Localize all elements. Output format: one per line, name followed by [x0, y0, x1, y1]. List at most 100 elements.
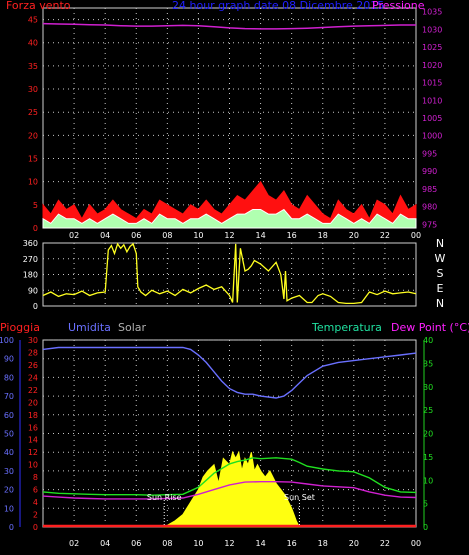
- x-tick-label: 12: [224, 539, 234, 548]
- rain-axis-title: Pioggia: [0, 321, 40, 334]
- solar-tick-label: 28: [28, 348, 38, 357]
- humidity-tick-label: 10: [4, 504, 14, 513]
- solar-tick-label: 10: [28, 461, 38, 470]
- direction-tick-label: 360: [23, 239, 38, 248]
- solar-tick-label: 26: [28, 361, 38, 370]
- pressure-tick-label: 1035: [422, 8, 442, 17]
- solar-tick-label: 18: [28, 411, 38, 420]
- solar-tick-label: 24: [28, 373, 38, 382]
- x-tick-label: 16: [287, 539, 297, 548]
- temperature-tick-label: 0: [423, 523, 428, 532]
- x-tick-label: 06: [131, 231, 141, 240]
- x-tick-label: 04: [100, 231, 110, 240]
- solar-axis-title: Solar: [118, 321, 147, 334]
- x-tick-label: 12: [224, 231, 234, 240]
- direction-series: [42, 242, 417, 305]
- sun-annotations: Sun Rise Sun Set: [147, 493, 315, 527]
- x-tick-label: 06: [131, 539, 141, 548]
- x-tick-label: 14: [255, 539, 265, 548]
- pressure-tick-label: 1005: [422, 114, 442, 123]
- humidity-tick-label: 80: [4, 373, 14, 382]
- temperature-axis-ticks: 0 5 10 15 20 25 30 35 40: [423, 336, 433, 532]
- pressure-axis-title: Pressione: [372, 0, 425, 12]
- wind-axis-ticks: 0 5 10 15 20 25 30 35 40 45: [28, 16, 38, 233]
- wind-tick-label: 0: [33, 224, 38, 233]
- solar-tick-label: 4: [33, 498, 38, 507]
- solar-tick-label: 14: [28, 436, 38, 445]
- direction-tick-label: 0: [33, 302, 38, 311]
- x-tick-label: 00: [411, 231, 421, 240]
- temperature-tick-label: 30: [423, 383, 433, 392]
- wind-tick-label: 40: [28, 39, 38, 48]
- solar-tick-label: 12: [28, 448, 38, 457]
- pressure-tick-label: 975: [422, 220, 437, 229]
- pressure-tick-label: 990: [422, 167, 437, 176]
- pressure-tick-label: 1010: [422, 96, 442, 105]
- humidity-tick-label: 0: [9, 523, 14, 532]
- solar-series: [162, 450, 301, 528]
- direction-tick-label: 180: [23, 271, 38, 280]
- humidity-tick-label: 100: [0, 336, 14, 345]
- wind-tick-label: 10: [28, 178, 38, 187]
- solar-tick-label: 16: [28, 423, 38, 432]
- dewpoint-series: [42, 481, 417, 500]
- x-tick-label: 10: [193, 539, 203, 548]
- humidity-tick-label: 30: [4, 467, 14, 476]
- pressure-tick-label: 1015: [422, 79, 442, 88]
- x-tick-label: 20: [349, 539, 359, 548]
- x-tick-label: 04: [100, 539, 110, 548]
- compass-label: E: [437, 282, 444, 295]
- wind-tick-label: 25: [28, 108, 38, 117]
- pressure-series: [42, 22, 416, 30]
- x-tick-label: 18: [318, 539, 328, 548]
- wind-tick-label: 45: [28, 16, 38, 25]
- humidity-tick-label: 90: [4, 355, 14, 364]
- compass-label: W: [435, 252, 446, 265]
- solar-tick-label: 0: [33, 523, 38, 532]
- wind-series: [42, 208, 417, 229]
- humidity-tick-label: 60: [4, 411, 14, 420]
- humidity-axis-title: Umidita: [68, 321, 111, 334]
- wind-x-axis-ticks: 02 04 06 08 10 12 14 16 18 20 22 00: [69, 231, 421, 240]
- direction-tick-label: 270: [23, 255, 38, 264]
- wind-tick-label: 35: [28, 62, 38, 71]
- wind-tick-label: 15: [28, 155, 38, 164]
- wind-pressure-series: [42, 22, 417, 229]
- gust-series: [42, 180, 417, 229]
- wind-tick-label: 30: [28, 85, 38, 94]
- solar-tick-label: 6: [33, 486, 38, 495]
- humidity-tick-label: 40: [4, 448, 14, 457]
- temperature-tick-label: 15: [423, 453, 433, 462]
- compass-label: N: [436, 237, 444, 250]
- temperature-tick-label: 35: [423, 359, 433, 368]
- x-tick-label: 08: [162, 231, 172, 240]
- wind-axis-title: Forza vento: [6, 0, 71, 12]
- humidity-tick-label: 20: [4, 486, 14, 495]
- x-tick-label: 18: [318, 231, 328, 240]
- pressure-axis-ticks: 975 980 985 990 995 1000 1005 1010 1015 1020 1025 1…: [422, 8, 442, 230]
- direction-axis-ticks: 0 90 180 270 360: [23, 239, 38, 311]
- solar-tick-label: 8: [33, 473, 38, 482]
- humidity-tick-label: 70: [4, 392, 14, 401]
- pressure-tick-label: 995: [422, 149, 437, 158]
- temperature-tick-label: 10: [423, 476, 433, 485]
- temperature-tick-label: 20: [423, 430, 433, 439]
- pressure-tick-label: 985: [422, 185, 437, 194]
- wind-tick-label: 5: [33, 201, 38, 210]
- x-tick-label: 08: [162, 539, 172, 548]
- compass-label: N: [436, 297, 444, 310]
- pressure-tick-label: 1030: [422, 25, 442, 34]
- wind-pressure-grid: [43, 8, 416, 228]
- humidity-series: [42, 346, 417, 399]
- sun-marker-label: Sun Set: [284, 493, 315, 502]
- x-tick-label: 02: [69, 539, 79, 548]
- pressure-tick-label: 1020: [422, 61, 442, 70]
- x-tick-label: 20: [349, 231, 359, 240]
